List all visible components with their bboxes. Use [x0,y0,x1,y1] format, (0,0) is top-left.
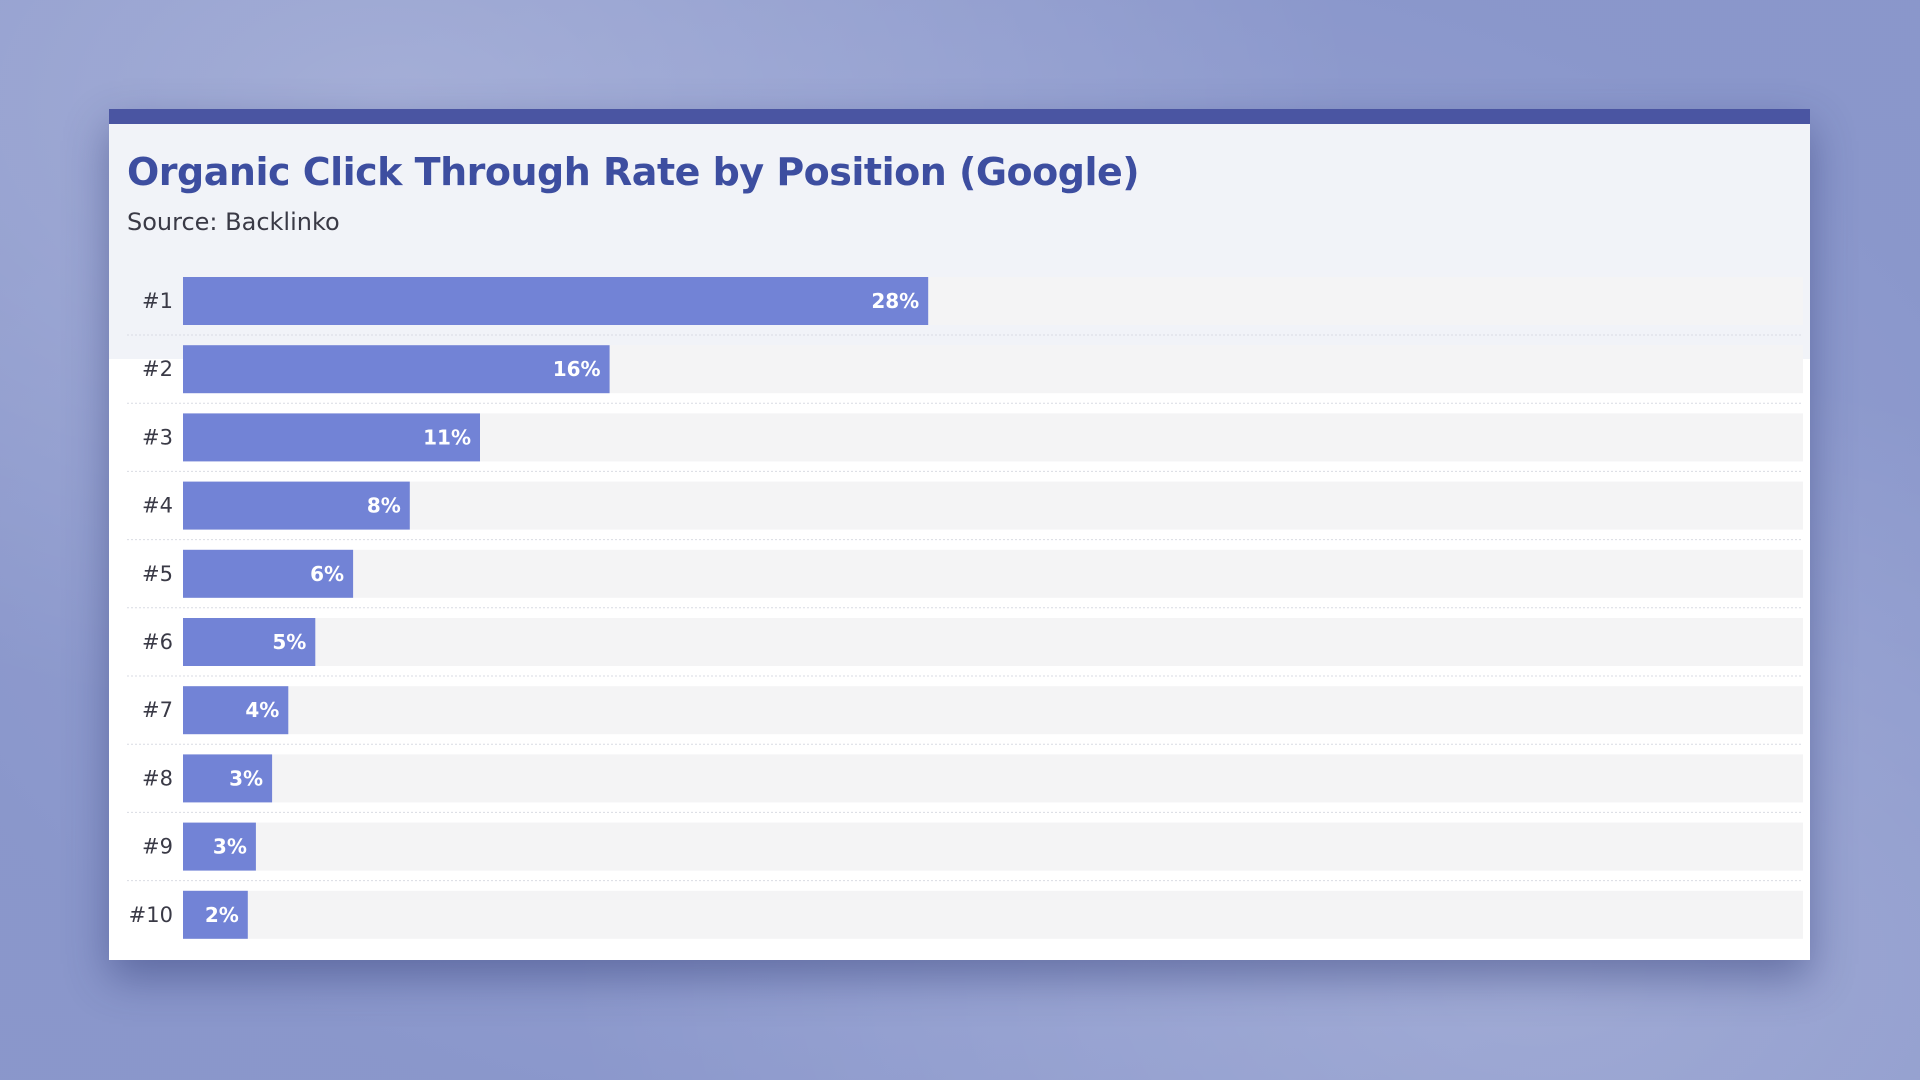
bar-chart: #1 28%#2 16%#3 11%#4 8%#5 6%#6 5%#7 4%#8 3%#9 3%#… [127,277,1803,939]
bar [183,277,929,325]
category-label: #7 [142,698,173,722]
category-label: #9 [142,835,173,859]
card-accent-bar [109,109,1810,124]
value-label: 3% [213,835,247,859]
bar-row-10: #10 2% [129,890,1803,939]
bar-row-3: #3 11% [127,413,1803,472]
bar-row-8: #8 3% [127,754,1803,813]
value-label: 2% [205,903,239,927]
bar [183,481,410,530]
bar [183,618,316,666]
category-label: #2 [142,357,173,381]
bar-track [183,481,1803,530]
bar-row-6: #6 5% [127,618,1803,677]
bar-track [183,754,1803,803]
bar-row-4: #4 8% [127,481,1803,541]
value-label: 28% [871,289,919,313]
category-label: #10 [129,903,173,927]
bar-track [183,890,1803,939]
category-label: #3 [142,425,173,449]
value-label: 11% [423,425,471,449]
value-label: 3% [229,766,263,790]
category-label: #5 [142,562,173,586]
chart-subtitle: Source: Backlinko [127,208,340,236]
bar-track [183,549,1803,598]
bar-track [183,686,1803,735]
value-label: 6% [310,562,344,586]
category-label: #6 [142,630,173,654]
bar-row-2: #2 16% [127,345,1803,404]
bar-row-7: #7 4% [127,686,1803,745]
category-label: #8 [142,766,173,790]
bar-row-5: #5 6% [127,549,1803,609]
bar-row-9: #9 3% [127,822,1803,882]
bar [183,890,248,939]
value-label: 16% [553,357,601,381]
bar [183,549,354,598]
bar-plot-area: #1 28% #2 16% #3 11% #4 8% #5 6% #6 5% #7 4% #8 3% #9 3% #… [109,250,1810,960]
chart-title: Organic Click Through Rate by Position (… [127,150,1140,194]
bar [183,413,480,462]
category-label: #4 [142,494,173,518]
value-label: 4% [245,698,279,722]
bar-track [183,822,1803,871]
bar [183,345,610,394]
value-label: 5% [272,630,306,654]
chart-card: Organic Click Through Rate by Position (… [109,109,1810,960]
category-label: #1 [142,289,173,313]
value-label: 8% [367,494,401,518]
bar [183,822,256,871]
bar-row-1: #1 28% [127,277,1803,336]
bar [183,754,273,803]
bar [183,686,289,735]
bar-track [183,618,1803,666]
